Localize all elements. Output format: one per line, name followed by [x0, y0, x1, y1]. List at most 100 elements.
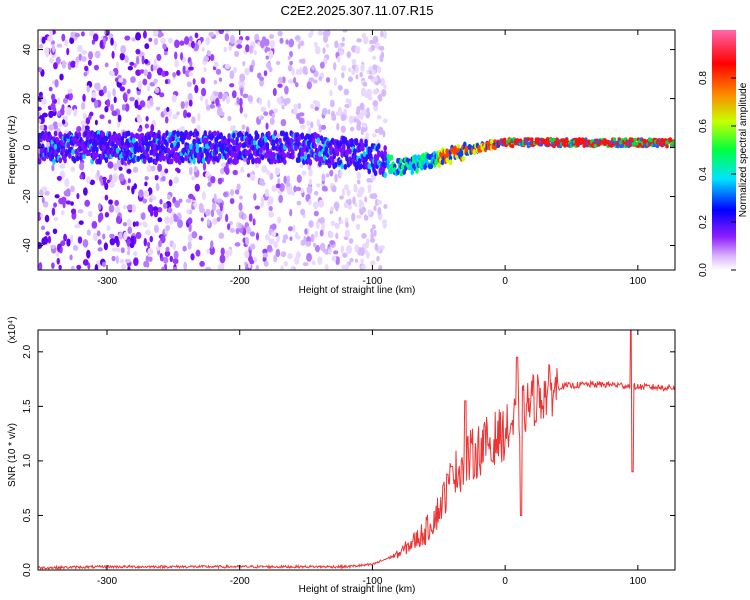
spectral-blob: [342, 30, 348, 33]
spectral-blob: [76, 264, 82, 270]
spectral-blob: [50, 244, 56, 249]
spectral-blob: [77, 236, 83, 244]
spectral-blob: [217, 264, 222, 270]
spectral-ridge-mark: [257, 158, 262, 165]
spectral-blob: [111, 110, 118, 117]
spectral-blob: [101, 261, 106, 268]
spectral-blob: [76, 126, 82, 133]
spectral-ridge-mark: [459, 151, 464, 158]
spectral-blob: [266, 244, 273, 252]
spectral-blob: [355, 64, 359, 74]
spectral-blob: [358, 200, 364, 209]
snr-series-line: [38, 330, 675, 570]
spectral-blob: [262, 252, 269, 258]
spectral-ridge-mark: [300, 151, 305, 158]
spectral-blob: [224, 250, 231, 259]
spectral-ridge-mark: [300, 132, 305, 139]
spectral-blob: [138, 221, 142, 227]
spectral-blob: [40, 213, 44, 219]
spectral-blob: [81, 31, 85, 37]
spectral-blob: [186, 209, 191, 215]
spectral-ridge-mark: [157, 133, 161, 140]
spectral-blob: [324, 186, 328, 192]
spectral-blob: [104, 211, 110, 218]
spectral-blob: [224, 63, 230, 70]
spectral-blob: [188, 66, 194, 71]
spectral-ridge-mark: [526, 137, 531, 142]
spectral-ridge-mark: [104, 157, 109, 164]
spectral-blob: [106, 98, 111, 108]
spectral-blob: [266, 169, 270, 176]
spectral-blob: [63, 97, 68, 104]
spectral-blob: [291, 191, 295, 196]
spectral-blob: [232, 169, 238, 176]
spectral-blob: [228, 221, 233, 226]
spectral-blob: [73, 108, 78, 117]
spectral-blob: [206, 50, 211, 57]
spectral-blob: [173, 213, 177, 220]
spectral-blob: [160, 37, 166, 44]
spectral-blob: [315, 220, 320, 229]
spectral-blob: [265, 122, 269, 130]
spectral-blob: [319, 229, 324, 237]
spectral-blob: [56, 257, 60, 265]
spectral-blob: [140, 212, 146, 221]
spectral-blob: [230, 188, 235, 196]
spectral-ridge-mark: [255, 133, 260, 140]
spectral-blob: [75, 61, 79, 69]
spectral-blob: [187, 241, 192, 250]
spectral-blob: [157, 217, 163, 223]
spectral-blob: [49, 30, 53, 37]
spectral-blob: [52, 228, 58, 235]
x-tick-label: 0: [502, 276, 508, 287]
spectral-ridge-mark: [61, 147, 66, 154]
spectral-blob: [300, 208, 306, 216]
spectral-blob: [155, 182, 160, 192]
spectral-blob: [366, 178, 372, 183]
spectral-blob: [359, 102, 365, 111]
spectral-blob: [143, 260, 148, 268]
spectral-blob: [133, 251, 138, 257]
spectral-blob: [313, 210, 319, 217]
spectral-ridge-mark: [189, 130, 193, 137]
spectral-blob: [167, 194, 172, 200]
spectral-blob: [39, 124, 45, 131]
spectral-blob: [64, 39, 69, 47]
spectral-ridge-mark: [228, 157, 233, 164]
spectral-blob: [213, 193, 217, 203]
spectral-blob: [188, 35, 193, 42]
spectral-blob: [347, 67, 352, 73]
spectral-blob: [84, 65, 89, 72]
spectral-blob: [359, 111, 364, 121]
spectral-ridge-mark: [399, 158, 403, 165]
spectral-blob: [164, 250, 171, 257]
spectral-ridge-mark: [72, 157, 77, 164]
spectral-blob: [171, 94, 177, 103]
spectral-blob: [82, 239, 89, 248]
spectral-blob: [356, 214, 362, 219]
spectral-blob: [297, 102, 301, 110]
spectral-blob: [283, 261, 289, 267]
spectral-blob: [338, 49, 344, 56]
spectral-blob: [208, 31, 215, 37]
spectrogram-ylabel: Frequency (Hz): [7, 116, 18, 185]
y-tick-label: 0: [22, 144, 33, 150]
snr-panel: -300 -200 -100 0 100 0.0 0.5 1.0 1.5 2.0 Height o…: [7, 316, 676, 595]
spectral-ridge-mark: [165, 130, 169, 137]
spectral-blob: [115, 215, 121, 224]
spectral-blob: [61, 60, 67, 69]
spectral-blob: [183, 261, 188, 270]
x-tick-label: -100: [362, 276, 382, 287]
spectral-blob: [239, 195, 243, 200]
spectral-blob: [48, 124, 55, 131]
spectral-blob: [336, 257, 340, 263]
spectral-blob: [98, 89, 105, 97]
spectral-ridge-mark: [141, 140, 145, 147]
spectral-blob: [155, 106, 161, 111]
spectral-blob: [306, 81, 312, 90]
spectral-blob: [99, 114, 105, 120]
colorbar-tick-label: 0.6: [698, 119, 709, 133]
spectral-blob: [48, 110, 54, 119]
spectral-blob: [258, 97, 263, 106]
spectral-blob: [377, 65, 382, 74]
